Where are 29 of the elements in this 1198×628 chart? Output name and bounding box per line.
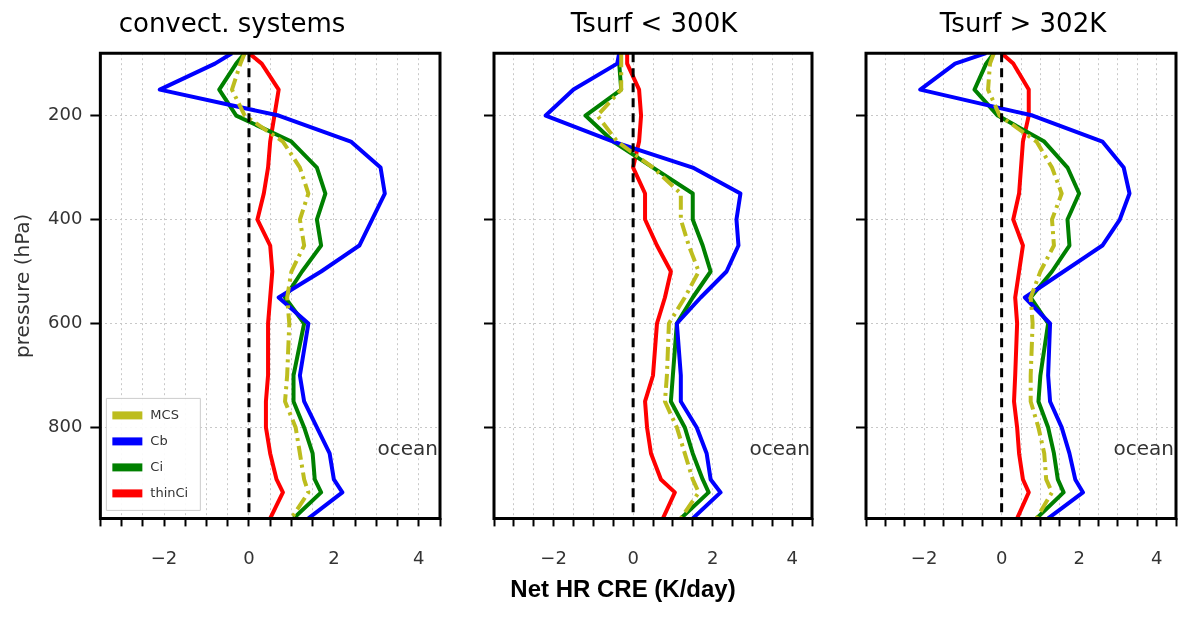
y-tick-label: 600 [48, 311, 83, 333]
x-tick-label: 0 [995, 546, 1008, 568]
x-tick-label: 4 [786, 546, 798, 568]
y-tick-label: 200 [48, 103, 83, 125]
legend-label: Ci [150, 458, 164, 474]
x-tick-label: −2 [150, 546, 178, 568]
x-tick-label: 0 [243, 546, 255, 568]
x-tick-label: 4 [1150, 546, 1163, 568]
chart-title: convect. systems [118, 8, 346, 39]
x-tick-label: 2 [1073, 546, 1085, 568]
chart-title: Tsurf > 302K [938, 8, 1108, 39]
x-tick-label: −2 [540, 546, 567, 568]
chart-title: Tsurf < 300K [569, 8, 739, 39]
x-tick-label: −2 [910, 546, 938, 568]
legend-label: MCS [150, 406, 179, 422]
y-axis-title: pressure (hPa) [10, 213, 35, 359]
annotation: ocean [749, 435, 810, 460]
annotation: ocean [377, 435, 438, 460]
legend-label: thinCi [150, 484, 189, 500]
x-tick-label: 2 [706, 546, 719, 568]
x-tick-label: 0 [627, 546, 639, 568]
x-tick-label: 2 [328, 546, 340, 568]
line-series [229, 53, 311, 519]
x-tick-label: 4 [413, 546, 425, 568]
x-axis-title: Net HR CRE (K/day) [510, 575, 736, 603]
annotation: ocean [1113, 435, 1174, 460]
legend-label: Cb [150, 432, 168, 448]
y-tick-label: 800 [48, 415, 83, 437]
y-tick-label: 400 [48, 207, 83, 229]
